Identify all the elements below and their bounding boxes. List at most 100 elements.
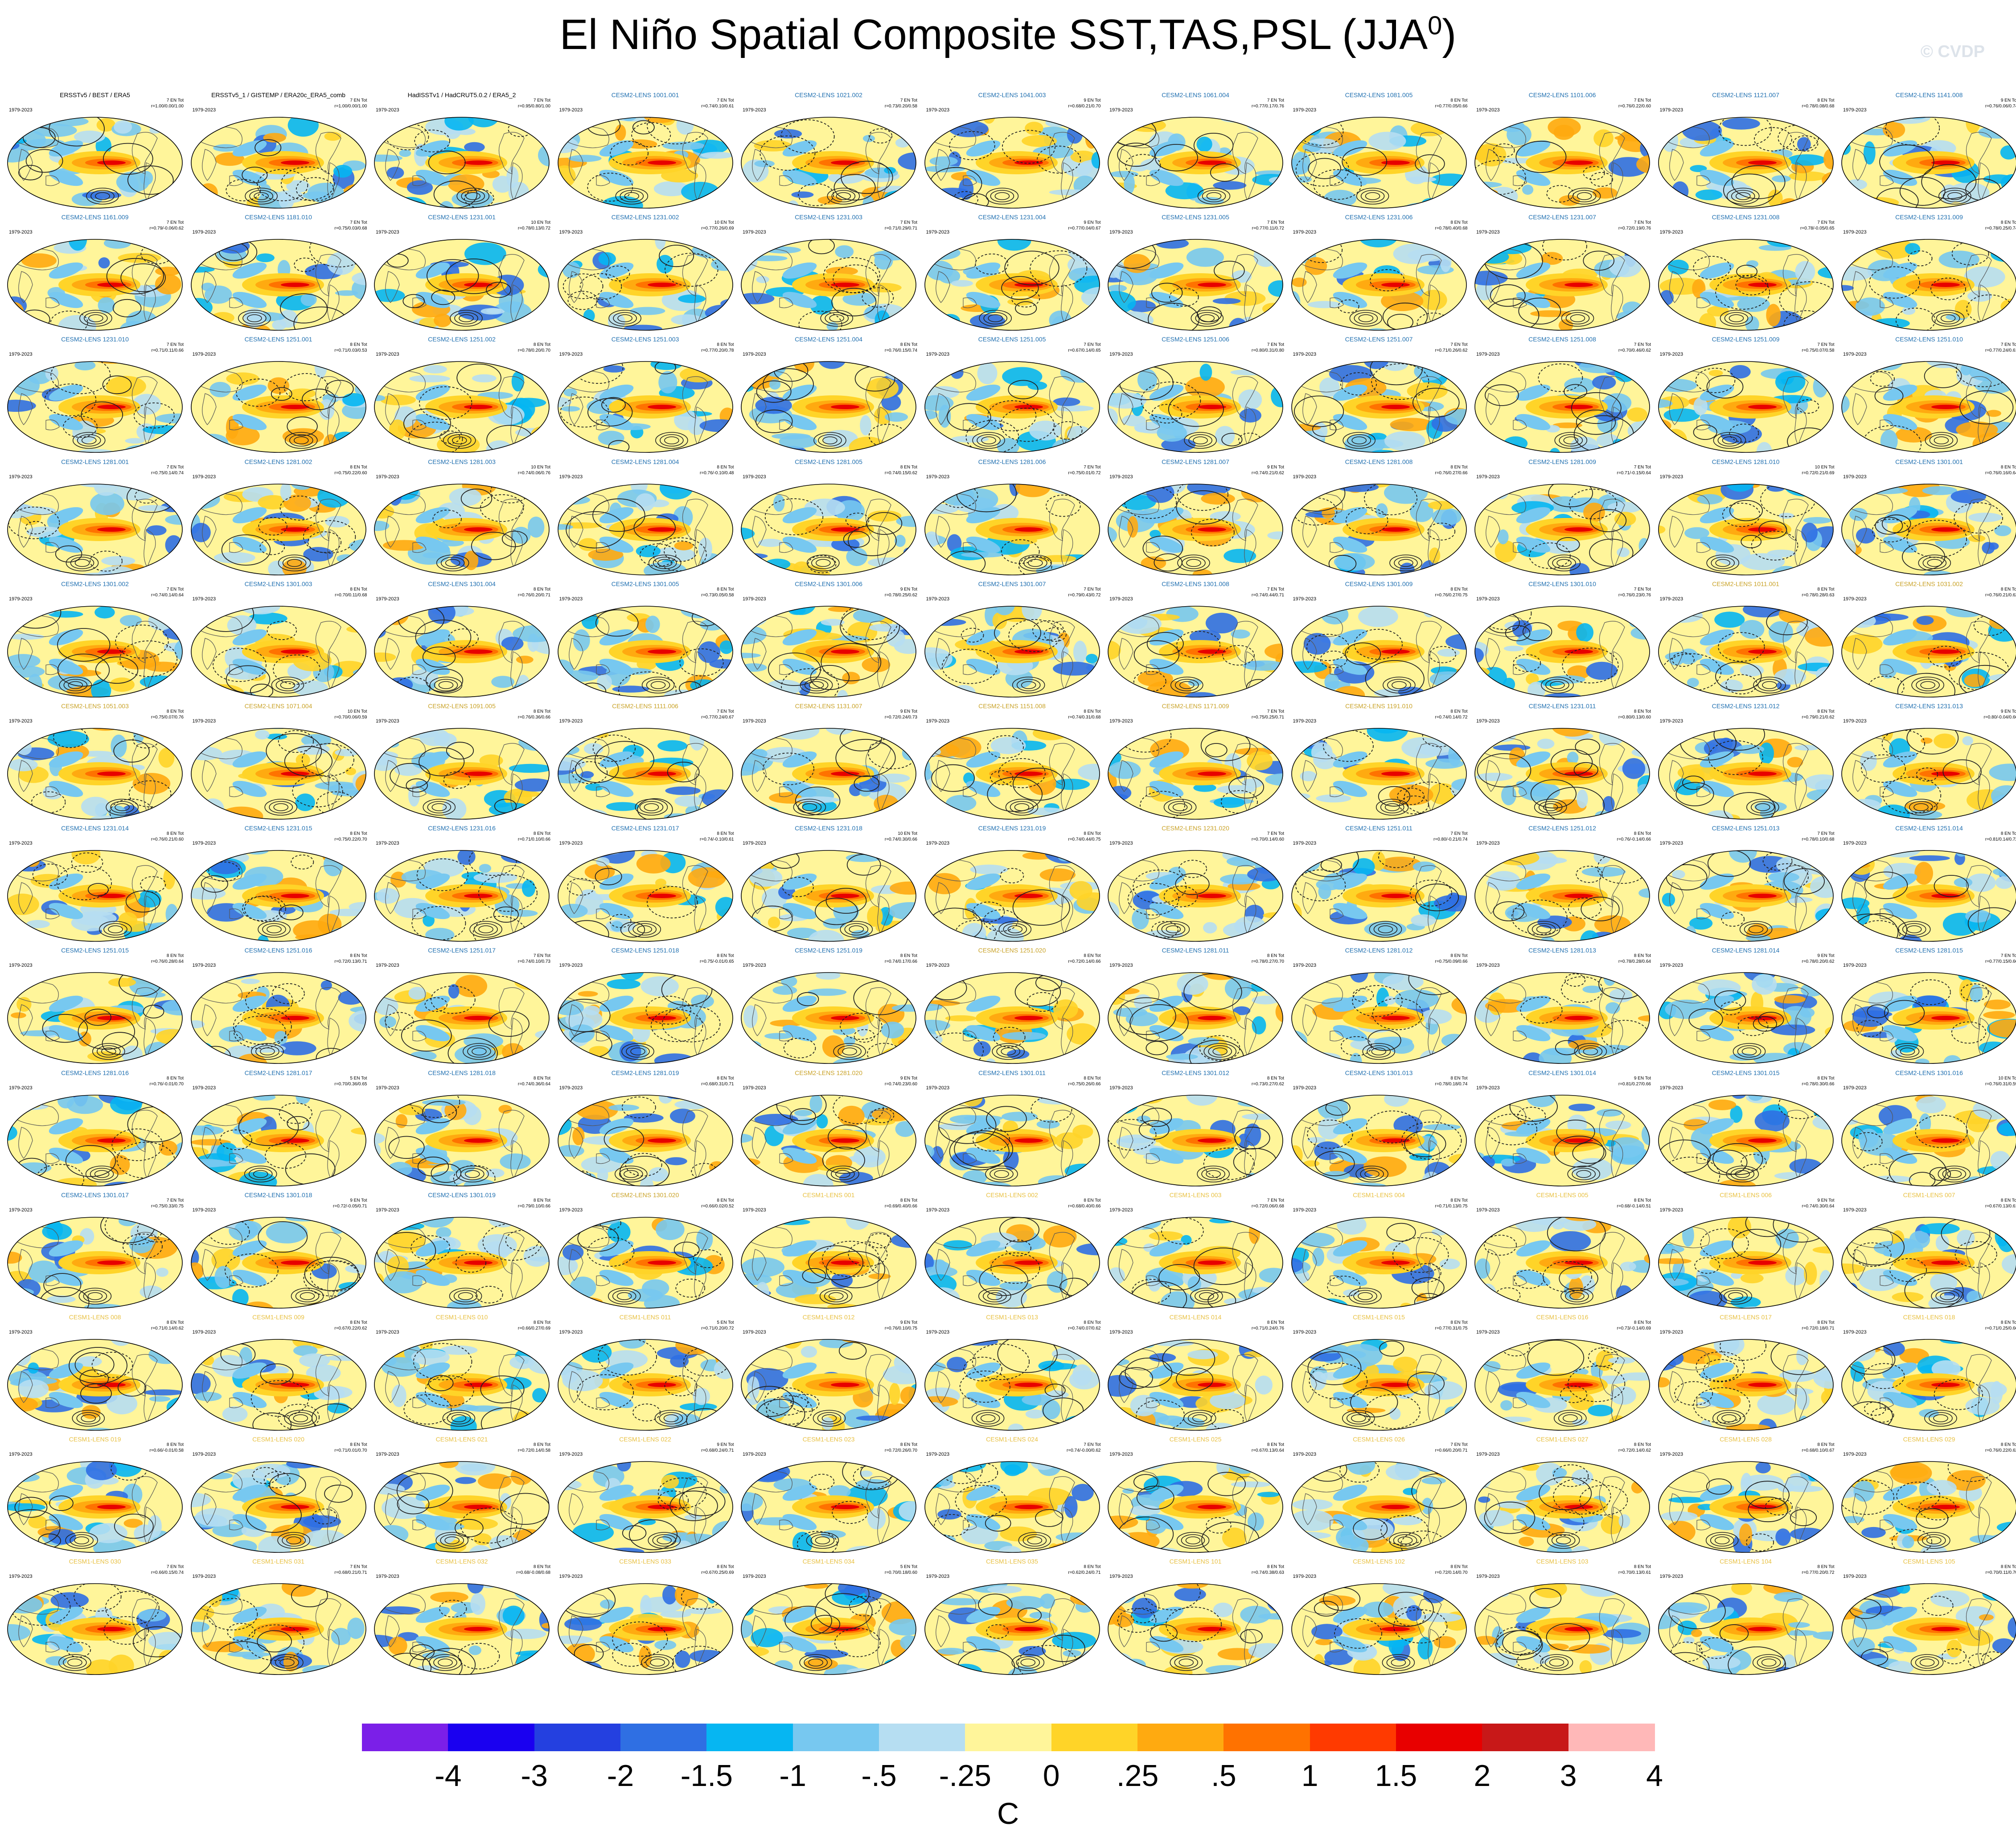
panel-period: 1979-2023	[192, 1085, 216, 1091]
panel-period: 1979-2023	[192, 1452, 216, 1457]
map-svg	[1108, 728, 1283, 820]
panel-title: CESM2-LENS 1301.018	[244, 1191, 312, 1199]
map-svg	[374, 1216, 550, 1309]
panel-title: CESM1-LENS 027	[1536, 1436, 1589, 1443]
colorbar-segment	[1568, 1724, 1655, 1751]
map-panel: CESM1-LENS 017 1979-2023 8 EN Tot r=0.72/0.…	[1655, 1314, 1837, 1436]
panel-stats: 7 EN Tot r=0.77/0.24/0.67	[701, 709, 734, 720]
colorbar-tick-label: -2	[607, 1759, 634, 1793]
panel-title: CESM2-LENS 1231.007	[1528, 213, 1596, 221]
map-svg	[741, 605, 916, 698]
panel-period: 1979-2023	[926, 1085, 950, 1091]
panel-title: CESM2-LENS 1301.010	[1528, 580, 1596, 587]
colorbar-segment	[1396, 1724, 1483, 1751]
panel-title: CESM1-LENS 003	[1169, 1191, 1222, 1199]
map-svg	[1841, 1217, 2016, 1309]
map-panel: CESM2-LENS 1141.008 1979-2023 9 EN Totr=0.…	[1838, 91, 2016, 214]
panel-title: CESM2-LENS 1281.006	[978, 458, 1046, 465]
panel-period: 1979-2023	[1109, 230, 1133, 235]
panel-title: CESM1-LENS 012	[802, 1314, 855, 1321]
map-panel: CESM2-LENS 1251.014 1979-2023 8 EN Totr=0.…	[1838, 825, 2016, 947]
panel-stats: 7 EN Tot r=0.75/0.01/0.72	[1068, 464, 1101, 476]
panel-period: 1979-2023	[1476, 352, 1500, 357]
map-svg	[557, 1094, 733, 1186]
panel-stats: 10 EN Tot r=0.74/0.30/0.66	[884, 831, 917, 842]
panel-period: 1979-2023	[9, 963, 33, 969]
panel-period: 1979-2023	[1659, 1207, 1683, 1213]
panel-period: 1979-2023	[376, 230, 399, 235]
map-panel: CESM2-LENS 1281.005 1979-2023 8 EN Tot r=0.…	[737, 458, 920, 581]
panel-period: 1979-2023	[1843, 474, 1867, 480]
panel-stats: 7 EN Tot r=0.74/0.14/0.64	[151, 587, 184, 598]
panel-title: CESM2-LENS 1281.002	[244, 458, 312, 465]
map-panel: CESM2-LENS 1231.003 1979-2023 7 EN Tot r=0.…	[737, 213, 920, 336]
map-panel: CESM1-LENS 011 1979-2023 5 EN Tot r=0.71/0.…	[554, 1314, 737, 1436]
panel-period: 1979-2023	[926, 1574, 950, 1580]
colorbar-segment	[792, 1724, 879, 1751]
panel-stats: 7 EN Tot r=0.75/0.07/0.58	[1802, 342, 1835, 353]
panel-stats: 7 EN Tot r=0.68/0.21/0.71	[334, 1564, 367, 1576]
map-panel: CESM2-LENS 1301.002 1979-2023 7 EN Tot r=0.…	[4, 580, 186, 703]
panel-stats: 8 EN Tot r=0.78/0.20/0.70	[517, 342, 550, 353]
map-panel: CESM1-LENS 031 1979-2023 7 EN Tot r=0.68/0.…	[187, 1558, 370, 1680]
panel-title: CESM1-LENS 004	[1353, 1191, 1405, 1199]
map-svg	[557, 605, 733, 698]
map-svg	[1474, 1339, 1650, 1431]
panel-title: CESM2-LENS 1231.015	[244, 825, 312, 832]
panel-stats: 8 EN Tot r=0.69/0.40/0.66	[884, 1198, 917, 1209]
panel-period: 1979-2023	[1109, 1085, 1133, 1091]
map-svg	[1291, 1583, 1467, 1675]
map-svg	[190, 239, 366, 331]
map-svg	[1108, 1339, 1283, 1431]
panel-stats: 10 EN Tot r=0.74/0.06/0.76	[517, 464, 550, 476]
panel-title: CESM1-LENS 035	[986, 1558, 1038, 1565]
map-svg	[1658, 1216, 1834, 1309]
map-svg	[1841, 1339, 2016, 1431]
map-panel: CESM1-LENS 007 1979-2023 8 EN Totr=0.67/0.…	[1838, 1191, 2016, 1314]
map-panel: CESM1-LENS 032 1979-2023 8 EN Tot r=0.68/-0…	[370, 1558, 553, 1680]
map-svg	[1474, 1094, 1650, 1186]
panel-title: CESM2-LENS 1231.008	[1712, 213, 1780, 221]
panel-stats: 8 EN Tot r=0.78/0.08/0.68	[1802, 98, 1835, 109]
panel-title: CESM2-LENS 1151.008	[978, 702, 1046, 710]
panel-stats: 9 EN Tot r=0.81/0.27/0.66	[1618, 1076, 1651, 1087]
panel-period: 1979-2023	[1293, 107, 1317, 113]
panel-stats: 8 EN Tot r=0.75/-0.01/0.65	[700, 953, 734, 965]
panel-title: CESM2-LENS 1281.005	[795, 458, 862, 465]
panel-period: 1979-2023	[1293, 230, 1317, 235]
colorbar-segment	[1137, 1724, 1224, 1751]
map-panel: CESM2-LENS 1021.002 1979-2023 7 EN Tot r=0.…	[737, 91, 920, 214]
map-panel: CESM1-LENS 026 1979-2023 7 EN Tot r=0.66/0.…	[1288, 1436, 1470, 1558]
panel-stats: 8 EN Tot r=0.75/0.22/0.70	[334, 831, 367, 842]
panel-stats: 8 EN Tot r=0.78/0.28/0.63	[1802, 587, 1835, 598]
panel-period: 1979-2023	[1659, 230, 1683, 235]
panel-period: 1979-2023	[376, 841, 399, 846]
panel-period: 1979-2023	[1843, 352, 1867, 357]
panel-stats: 7 EN Tot r=0.75/0.33/0.75	[151, 1198, 184, 1209]
map-panel: CESM2-LENS 1281.008 1979-2023 8 EN Tot r=0.…	[1288, 458, 1470, 581]
map-panel: CESM2-LENS 1281.019 1979-2023 8 EN Tot r=0.…	[554, 1069, 737, 1192]
map-svg	[557, 972, 733, 1064]
map-svg	[1108, 361, 1283, 453]
map-panel: CESM2-LENS 1011.001 1979-2023 8 EN Tot r=0.…	[1655, 580, 1837, 703]
panel-stats: 7 EN Tot r=0.70/0.46/0.62	[1618, 342, 1651, 353]
panel-period: 1979-2023	[1659, 1330, 1683, 1335]
panel-period: 1979-2023	[1843, 596, 1867, 602]
panel-title: CESM2-LENS 1251.019	[795, 947, 862, 954]
panel-title: CESM1-LENS 026	[1353, 1436, 1405, 1443]
panel-period: 1979-2023	[1843, 1452, 1867, 1457]
panel-period: 1979-2023	[926, 841, 950, 846]
map-svg	[1658, 239, 1834, 331]
map-svg	[7, 361, 183, 453]
panel-period: 1979-2023	[376, 596, 399, 602]
panel-title: CESM1-LENS 032	[435, 1558, 488, 1565]
panel-title: HadISSTv1 / HadCRUT5.0.2 / ERA5_2	[407, 91, 516, 99]
panel-title: CESM1-LENS 105	[1903, 1558, 1955, 1565]
panel-title: CESM2-LENS 1231.016	[428, 825, 496, 832]
map-svg	[1841, 606, 2016, 698]
panel-period: 1979-2023	[559, 1207, 583, 1213]
map-panel: CESM2-LENS 1231.019 1979-2023 8 EN Tot r=0.…	[921, 825, 1104, 947]
map-svg	[190, 483, 366, 575]
panel-title: CESM2-LENS 1161.009	[61, 213, 129, 221]
